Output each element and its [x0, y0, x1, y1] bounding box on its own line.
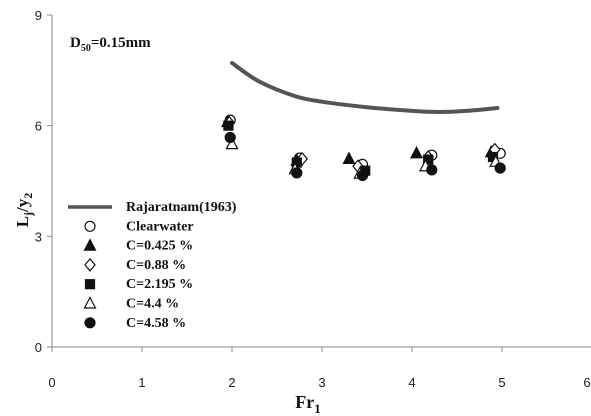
legend-marker: [84, 279, 96, 290]
data-point-series-5: [356, 169, 369, 182]
x-tick-label: 2: [228, 375, 235, 390]
legend-label: C=4.4 %: [126, 297, 179, 312]
legend-label: C=0.425 %: [126, 239, 193, 254]
x-tick-label: 1: [138, 375, 145, 390]
legend-label: Rajaratnam(1963): [126, 200, 237, 215]
data-point-series-5: [291, 167, 303, 179]
points-layer: [221, 114, 506, 182]
rajaratnam-curve: [230, 60, 500, 115]
data-point-series-5: [426, 164, 438, 176]
x-tick-label: 5: [498, 375, 505, 390]
data-point-series-4: [225, 136, 239, 150]
legend-marker: [84, 257, 96, 272]
x-tick-label: 3: [318, 375, 325, 390]
legend-label: C=4.58 %: [126, 316, 186, 331]
y-tick-label: 3: [35, 229, 42, 244]
legend-marker: [84, 317, 96, 329]
legend-label: C=0.88 %: [126, 258, 186, 273]
legend-label: Clearwater: [126, 219, 194, 234]
data-point-series-3: [223, 120, 234, 131]
annotation-text: D50=0.15mm: [70, 35, 151, 54]
x-tick-label: 0: [48, 375, 55, 390]
ticks-layer: 0 1 2 3 4 5 6 0 3 6 9: [35, 8, 591, 390]
y-tick-label: 6: [35, 119, 42, 134]
legend-marker: [84, 220, 96, 232]
legend-marker: [83, 296, 97, 309]
data-point-series-5: [224, 131, 236, 144]
x-tick-label: 6: [583, 375, 590, 390]
legend-label: C=2.195 %: [126, 277, 193, 292]
data-point-series-1: [342, 151, 356, 164]
y-tick-label: 9: [35, 8, 42, 23]
legend: Rajaratnam(1963) Clearwater C=0.425 % C=0.8…: [68, 200, 237, 331]
x-tick-label: 4: [408, 375, 415, 390]
legend-marker: [83, 238, 97, 251]
y-axis-label: Lj/y2: [13, 193, 35, 228]
line-layer: [230, 60, 500, 115]
y-tick-label: 0: [35, 340, 42, 355]
x-axis-label: Fr1: [295, 392, 320, 416]
data-point-series-3: [423, 154, 434, 165]
data-point-series-5: [494, 162, 506, 174]
data-point-series-1: [410, 146, 423, 159]
